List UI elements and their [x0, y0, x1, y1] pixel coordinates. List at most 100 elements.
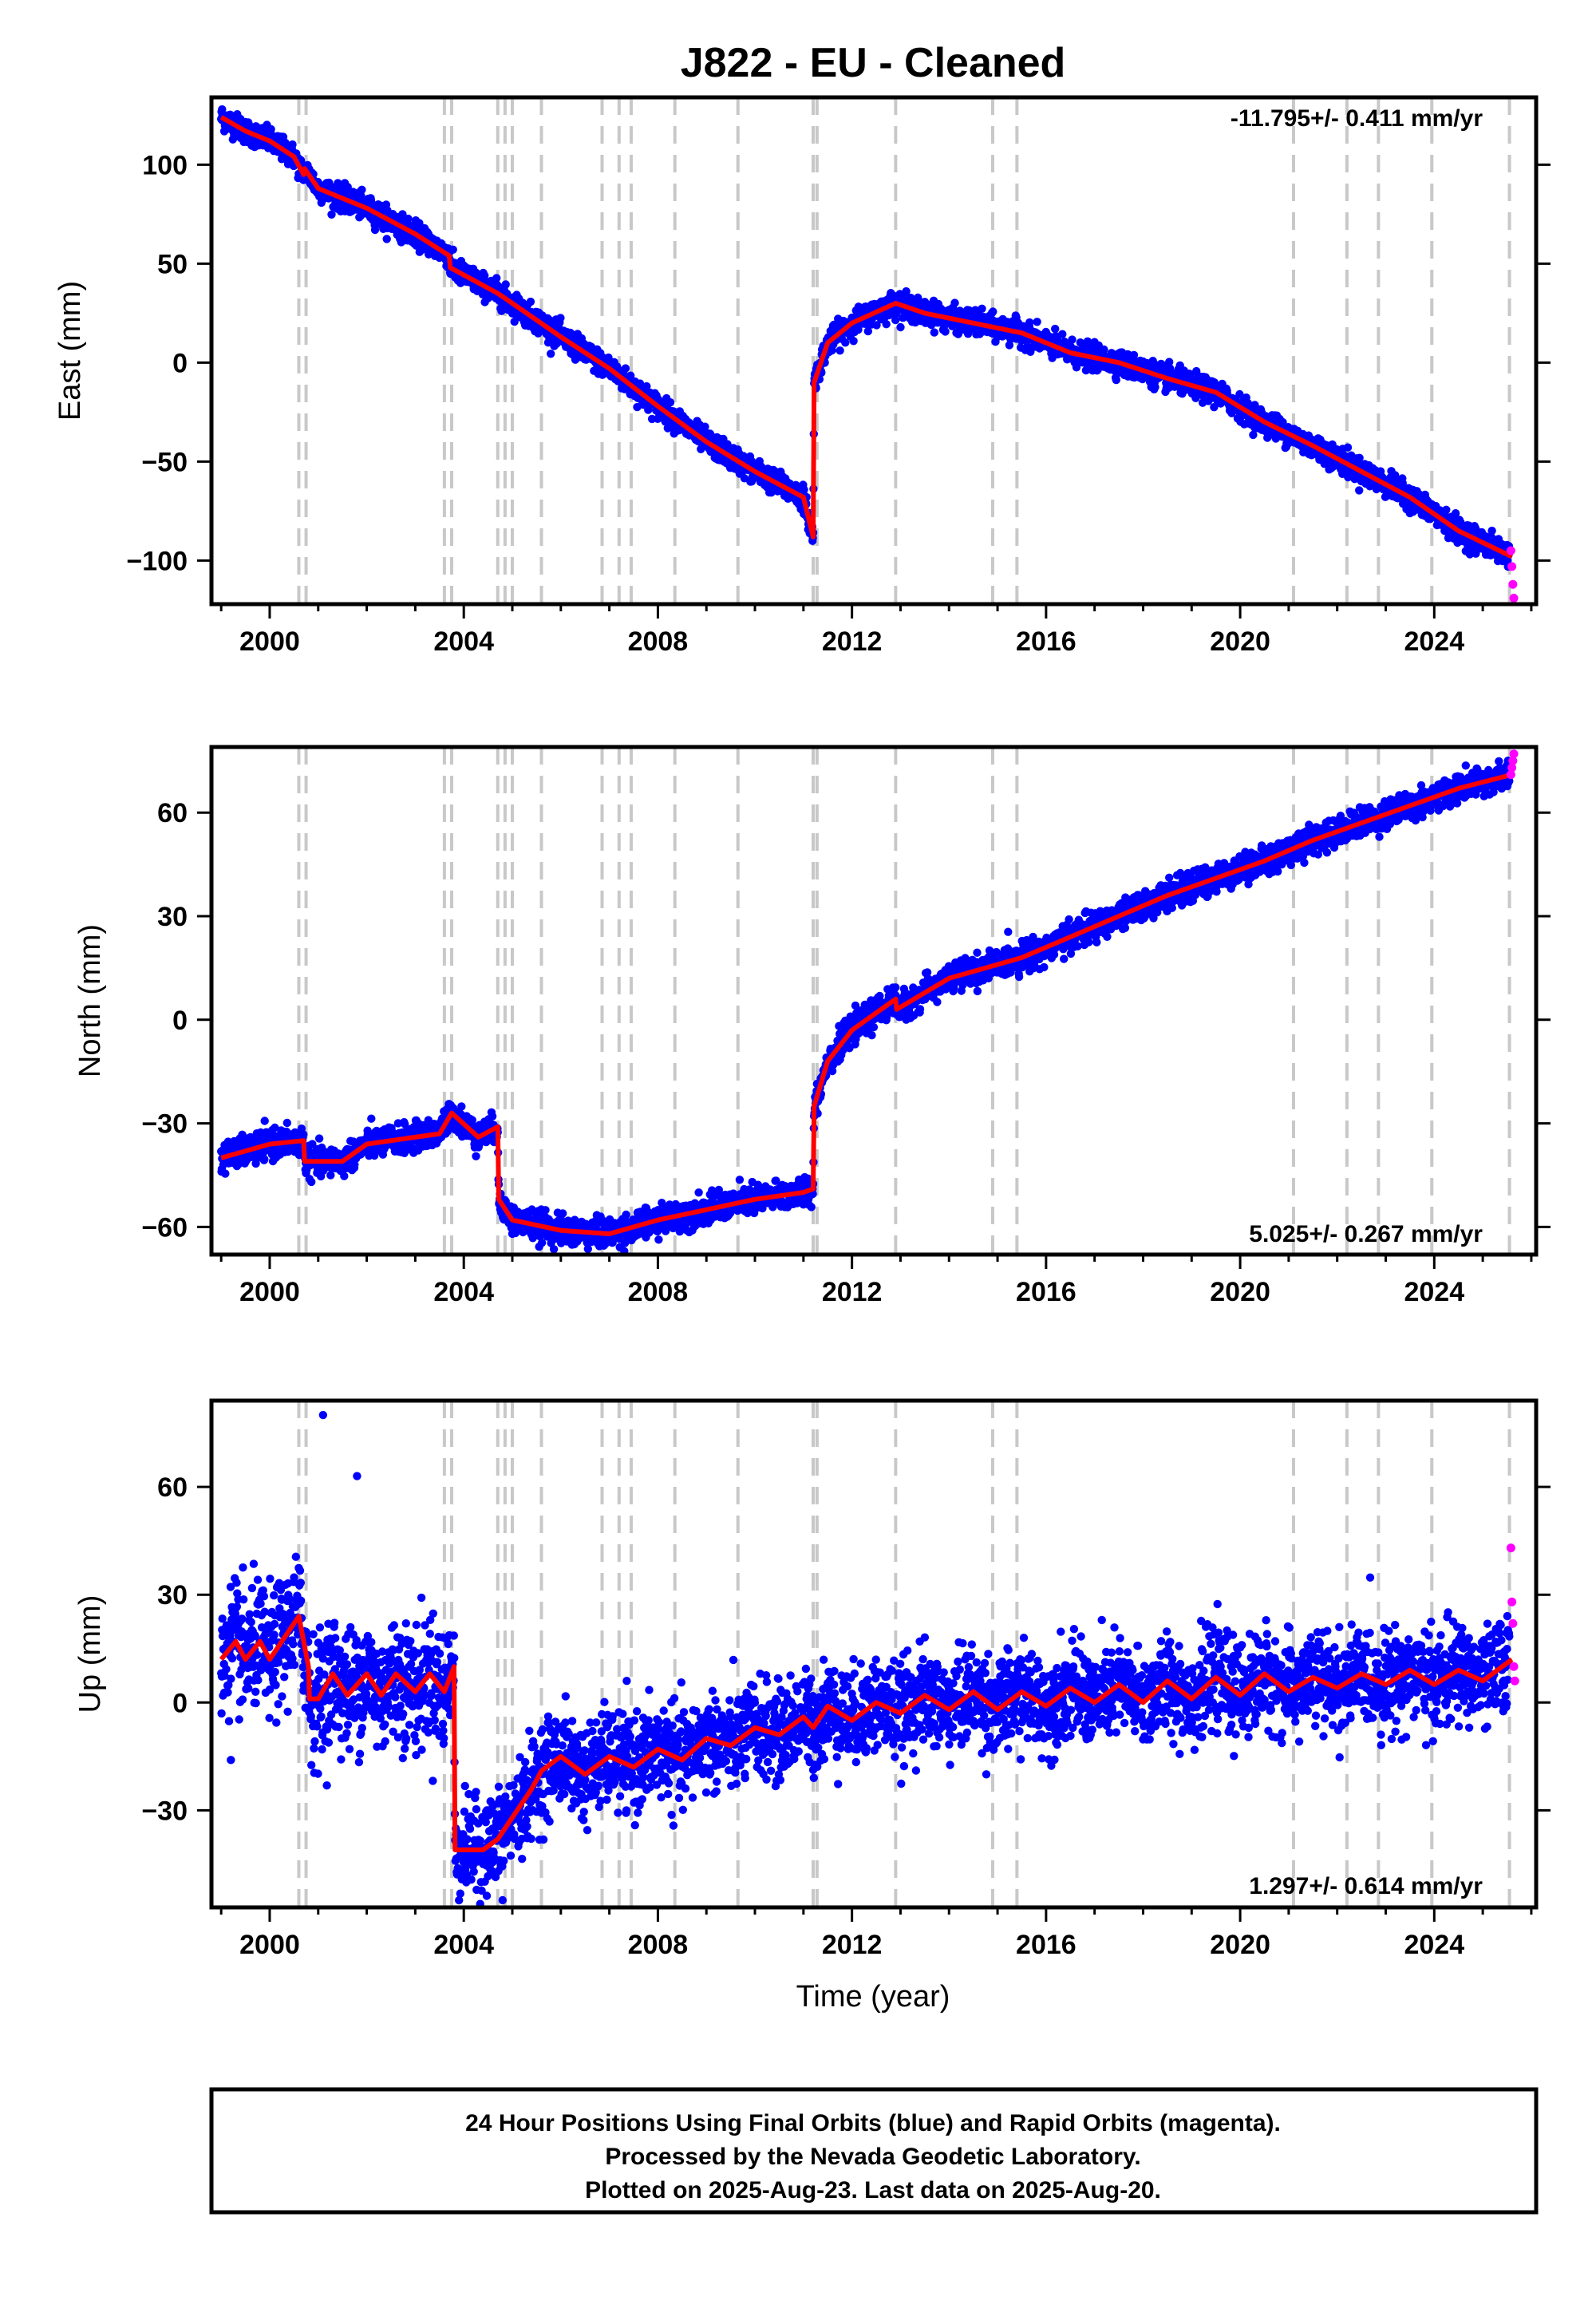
final-point [950, 298, 959, 307]
final-point [468, 1116, 476, 1124]
final-point [492, 274, 501, 283]
y-tick-label: −100 [126, 546, 188, 576]
final-point [1249, 430, 1258, 440]
east-final-points [217, 105, 1514, 571]
east-y-axis-label: East (mm) [53, 281, 87, 421]
final-point [267, 124, 275, 134]
final-point [282, 1118, 291, 1128]
final-point [501, 280, 510, 289]
final-point [307, 1177, 316, 1187]
final-point [382, 235, 391, 243]
y-tick-label: 50 [157, 249, 188, 279]
final-point [404, 214, 413, 223]
final-point [1165, 358, 1174, 366]
final-point [326, 1171, 335, 1180]
final-point [1487, 526, 1496, 536]
rapid-point [1508, 579, 1518, 589]
final-point [1451, 509, 1460, 518]
final-point [701, 422, 709, 431]
final-point [1058, 330, 1067, 338]
final-point [457, 1102, 466, 1111]
x-tick-label: 2012 [822, 626, 883, 657]
east-panel: 2000 2004 2008 2012 2016 2020 2024−100−5005010… [53, 95, 1551, 657]
final-point [621, 364, 630, 373]
final-point [1025, 318, 1034, 327]
final-point [1442, 505, 1451, 514]
final-point [1112, 375, 1121, 385]
final-point [882, 320, 891, 329]
final-point [849, 337, 858, 346]
final-point [836, 346, 844, 355]
final-point [370, 225, 380, 235]
final-point [556, 314, 565, 322]
final-point [1100, 345, 1108, 354]
final-point [526, 297, 535, 306]
rapid-point [1506, 546, 1515, 555]
final-point [891, 315, 900, 325]
final-point [1210, 403, 1219, 412]
east-model-line [219, 115, 1513, 559]
final-point [1355, 486, 1364, 495]
final-point [221, 1169, 230, 1178]
final-point [218, 105, 227, 114]
final-point [989, 307, 998, 316]
final-point [1343, 443, 1353, 452]
final-point [314, 1134, 324, 1143]
final-point [1051, 324, 1060, 334]
final-point [941, 327, 950, 336]
final-point [666, 398, 675, 407]
final-point [448, 245, 457, 254]
final-point [633, 402, 642, 412]
final-point [367, 1114, 376, 1123]
final-point [1355, 453, 1364, 462]
final-point [480, 271, 489, 280]
x-tick-label: 2004 [433, 626, 494, 657]
east-step-lines [297, 97, 1511, 604]
final-point [800, 485, 808, 494]
y-tick-label: 0 [172, 348, 188, 378]
final-point [767, 488, 776, 497]
rapid-point [1507, 562, 1517, 571]
final-point [841, 338, 850, 347]
final-point [1151, 382, 1159, 392]
final-point [863, 326, 873, 336]
final-point [358, 185, 366, 194]
final-point [350, 1160, 359, 1169]
final-point [234, 1160, 243, 1168]
east-x-ticks: 2000 2004 2008 2012 2016 2020 2024 [219, 604, 1533, 657]
final-point [547, 350, 555, 358]
final-point [872, 321, 881, 330]
final-point [271, 1123, 279, 1132]
x-tick-label: 2000 [239, 626, 300, 657]
final-point [340, 1172, 349, 1180]
x-tick-label: 2008 [628, 626, 689, 657]
y-tick-label: 100 [142, 150, 188, 180]
x-tick-label: 2024 [1404, 626, 1464, 657]
final-point [930, 328, 939, 337]
x-tick-label: 2020 [1210, 626, 1270, 657]
final-point [1033, 318, 1041, 326]
final-point [1165, 364, 1175, 373]
final-point [299, 1130, 308, 1139]
final-point [1068, 335, 1077, 344]
north-panel: 2000 2004 2008 2012 2016 2020 2024−60−3003060N… [73, 745, 1551, 1307]
y-tick-label: −50 [141, 447, 188, 477]
final-point [260, 1117, 269, 1125]
north-final-points [217, 757, 1514, 1255]
final-point [260, 1155, 269, 1164]
final-point [642, 381, 651, 391]
final-point [1391, 471, 1400, 480]
final-point [604, 353, 613, 362]
final-point [343, 183, 352, 192]
final-point [978, 304, 986, 313]
chart-title: J822 - EU - Cleaned [681, 40, 1066, 86]
rapid-point [1509, 594, 1519, 603]
final-point [288, 140, 297, 149]
final-point [327, 210, 336, 219]
east-y-ticks: −100 −50 0 50 100 [126, 150, 1551, 576]
east-frame [209, 95, 1539, 607]
final-point [497, 306, 506, 315]
east-rate-label: -11.795+/- 0.411 mm/yr [1231, 105, 1483, 132]
east-rapid-points [1506, 546, 1519, 603]
